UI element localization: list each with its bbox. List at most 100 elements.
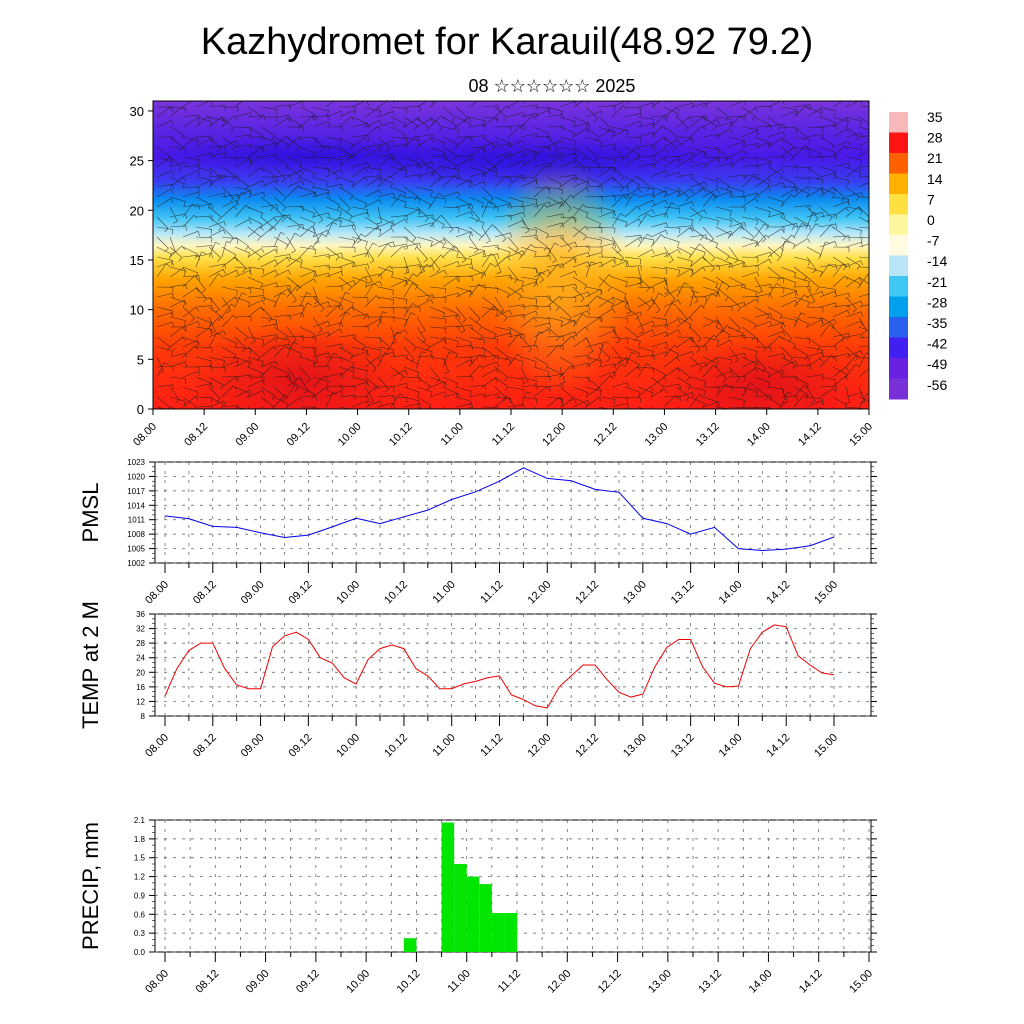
wind-barb [416, 196, 432, 210]
wind-barb [494, 309, 512, 318]
time-tick-label: 13.00 [643, 421, 671, 449]
wind-barb [559, 194, 575, 208]
wind-barb [637, 155, 655, 162]
wind-barb [195, 383, 213, 389]
x-tick-label: 11.00 [445, 968, 472, 995]
wind-barb [156, 236, 169, 253]
wind-barb [156, 183, 174, 189]
wind-barb [754, 142, 773, 148]
wind-barb [416, 186, 433, 196]
wind-barb [611, 363, 626, 378]
wind-barb [364, 166, 382, 175]
wind-barb [364, 336, 382, 344]
wind-barb [637, 102, 656, 108]
wind-barb [351, 276, 368, 288]
wind-barb [403, 346, 415, 363]
wind-barb [702, 364, 718, 378]
wind-barb [429, 269, 447, 278]
wind-barb [754, 234, 770, 248]
wind-barb [208, 332, 222, 348]
wind-barb [481, 393, 499, 399]
wind-barb [221, 303, 236, 318]
y-tick-label: 24 [136, 654, 145, 663]
wind-barb [754, 406, 772, 409]
x-tick-label: 12.12 [573, 579, 601, 607]
wind-barb [637, 162, 655, 169]
wind-barb [611, 105, 628, 118]
wind-barb [793, 376, 809, 389]
wind-barb [533, 356, 549, 370]
wind-barb [858, 135, 869, 138]
wind-barb [390, 393, 405, 408]
wind-barb [364, 226, 382, 235]
wind-barb [793, 105, 810, 118]
wind-barb [598, 396, 616, 405]
wind-barb [507, 124, 525, 130]
wind-barb [351, 196, 367, 209]
wind-barb [325, 110, 343, 118]
wind-barb [741, 197, 759, 208]
wind-barb [663, 139, 681, 148]
wind-barb [247, 246, 262, 261]
wind-barb [754, 176, 770, 189]
wind-barb [832, 304, 850, 311]
wind-barb [156, 321, 175, 328]
wind-barb [611, 129, 629, 138]
wind-barb [806, 166, 821, 181]
y-tick-label: 1014 [127, 501, 145, 510]
wind-barb [403, 264, 421, 270]
wind-barb [455, 178, 473, 188]
wind-barb [442, 314, 460, 321]
wind-barb [650, 252, 669, 258]
wind-barb [507, 175, 525, 181]
wind-barb [819, 345, 837, 351]
wind-barb [793, 266, 808, 281]
wind-barb [338, 346, 354, 360]
wind-barb [637, 236, 655, 245]
wind-barb [780, 216, 796, 230]
wind-barb [169, 267, 187, 278]
wind-barb [325, 246, 340, 261]
wind-barb [234, 126, 252, 133]
wind-barb [585, 216, 601, 229]
wind-barb [429, 316, 447, 325]
wind-barb [559, 386, 573, 402]
wind-barb [819, 302, 837, 308]
wind-barb [325, 166, 340, 181]
wind-barb [611, 126, 628, 136]
wind-barb [754, 386, 769, 401]
wind-barb [806, 357, 824, 368]
wind-barb [429, 338, 447, 348]
wind-barb [338, 136, 354, 150]
wind-barb [832, 336, 849, 348]
wind-barb [403, 376, 421, 383]
wind-barb [468, 271, 487, 278]
wind-barb [728, 396, 745, 406]
wind-barb [208, 268, 226, 278]
wind-barb [481, 196, 497, 210]
wind-barb [338, 153, 356, 160]
wind-barb [234, 266, 252, 274]
wind-barb [273, 166, 286, 183]
colorbar-swatch [889, 194, 908, 215]
wind-barb [273, 256, 291, 268]
wind-barb [351, 211, 370, 218]
wind-barb [715, 385, 733, 392]
wind-barb [156, 286, 174, 293]
wind-barb [702, 386, 720, 393]
wind-barb [169, 176, 185, 189]
wind-barb [156, 106, 173, 118]
wind-barb [663, 329, 681, 338]
wind-barb [676, 316, 692, 329]
wind-barb [754, 346, 772, 353]
wind-barb [273, 288, 291, 298]
wind-barb [351, 296, 369, 303]
wind-barb [767, 353, 785, 359]
wind-barb [247, 167, 265, 178]
wind-barb [689, 243, 704, 258]
wind-barb [637, 346, 654, 357]
wind-barb [338, 296, 355, 308]
wind-barb [338, 224, 356, 230]
wind-barb [715, 191, 733, 198]
wind-barb [351, 161, 370, 168]
